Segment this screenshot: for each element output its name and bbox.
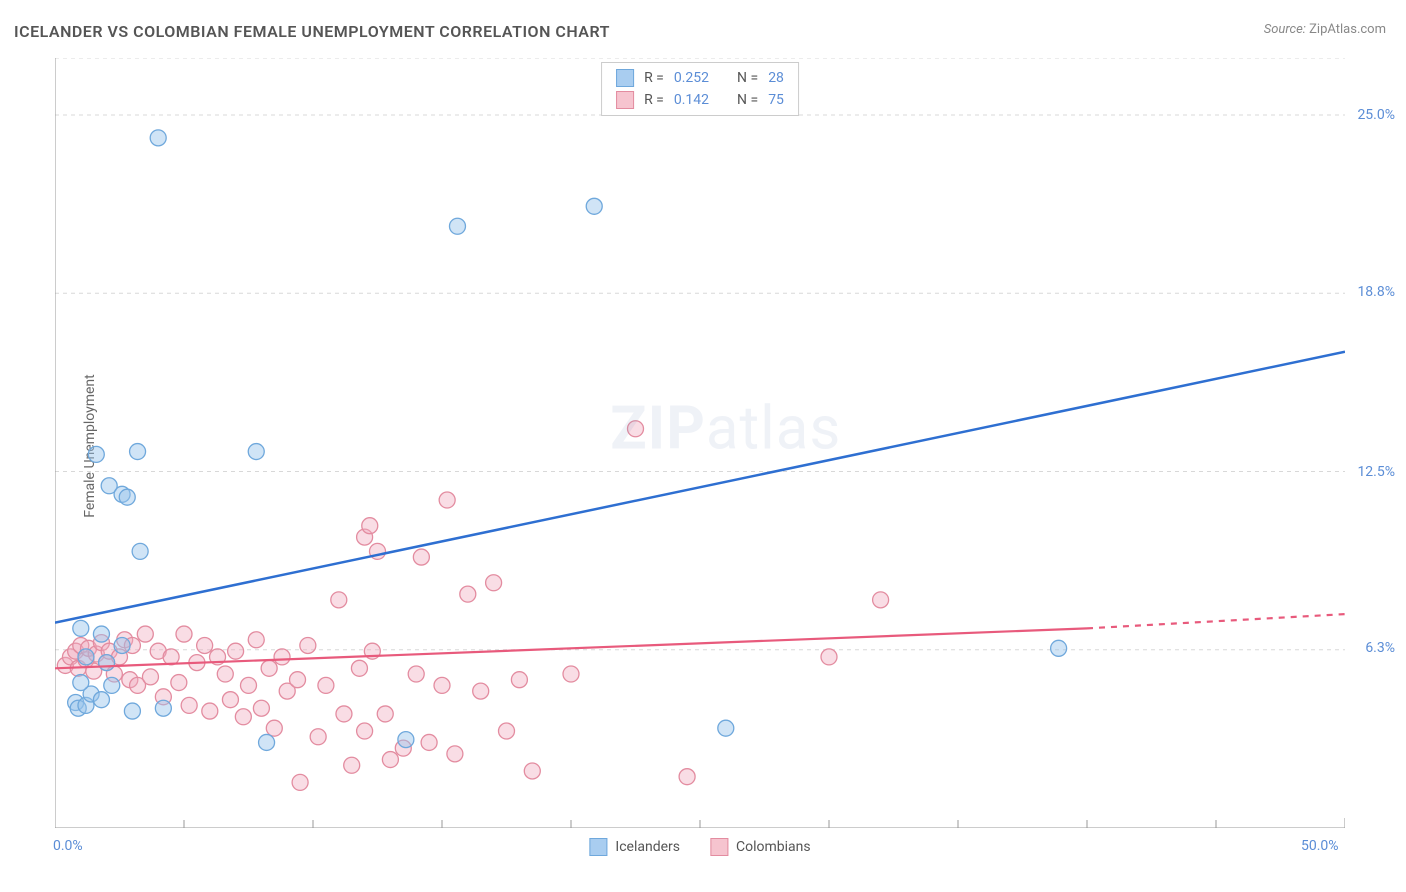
chart-container: ICELANDER VS COLOMBIAN FEMALE UNEMPLOYME… bbox=[0, 0, 1406, 892]
n-value: 75 bbox=[768, 92, 784, 108]
xtick-label: 50.0% bbox=[1301, 838, 1339, 854]
legend-row-0: R = 0.252 N = 28 bbox=[616, 69, 784, 87]
plot-area: ZIPatlas R = 0.252 N = 28 R = 0.142 N = … bbox=[55, 58, 1345, 828]
n-label: N = bbox=[737, 92, 758, 108]
legend-label: Colombians bbox=[736, 839, 811, 855]
chart-title: ICELANDER VS COLOMBIAN FEMALE UNEMPLOYME… bbox=[14, 22, 610, 41]
ytick-label: 18.8% bbox=[1357, 284, 1395, 300]
ytick-label: 12.5% bbox=[1357, 464, 1395, 480]
legend-swatch-colombians bbox=[616, 91, 634, 109]
xtick-label: 0.0% bbox=[53, 838, 83, 854]
legend-swatch-colombians bbox=[710, 838, 728, 856]
n-label: N = bbox=[737, 70, 758, 86]
ytick-label: 25.0% bbox=[1357, 107, 1395, 123]
legend-swatch-icelanders bbox=[589, 838, 607, 856]
r-label: R = bbox=[644, 92, 664, 108]
r-value: 0.142 bbox=[674, 92, 709, 108]
legend-series: Icelanders Colombians bbox=[589, 838, 810, 856]
r-label: R = bbox=[644, 70, 664, 86]
chart-source: Source: ZipAtlas.com bbox=[1264, 22, 1386, 37]
ytick-label: 6.3% bbox=[1365, 640, 1395, 656]
legend-correlation: R = 0.252 N = 28 R = 0.142 N = 75 bbox=[601, 62, 799, 116]
legend-item-icelanders: Icelanders bbox=[589, 838, 680, 856]
legend-item-colombians: Colombians bbox=[710, 838, 811, 856]
source-label: Source: bbox=[1264, 22, 1306, 37]
chart-svg bbox=[55, 58, 1345, 828]
r-value: 0.252 bbox=[674, 70, 709, 86]
source-value: ZipAtlas.com bbox=[1309, 22, 1386, 37]
legend-swatch-icelanders bbox=[616, 69, 634, 87]
n-value: 28 bbox=[768, 70, 784, 86]
legend-label: Icelanders bbox=[615, 839, 680, 855]
legend-row-1: R = 0.142 N = 75 bbox=[616, 91, 784, 109]
